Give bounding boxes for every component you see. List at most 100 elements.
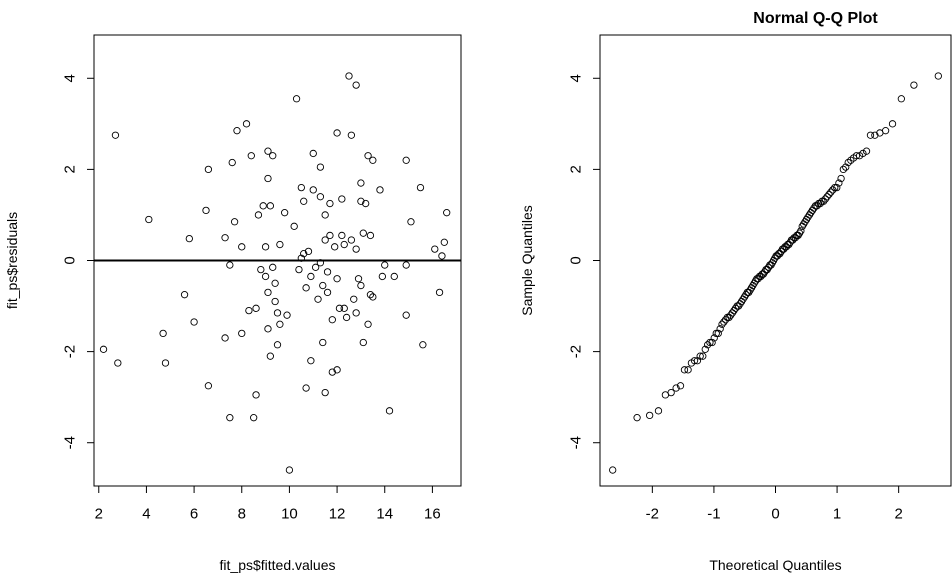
- data-point: [314, 295, 322, 303]
- data-point: [680, 366, 689, 374]
- data-point: [407, 218, 415, 226]
- data-point: [350, 295, 358, 303]
- data-point: [706, 338, 714, 347]
- data-point: [633, 414, 641, 422]
- data-point: [338, 231, 346, 240]
- data-point: [443, 209, 451, 217]
- data-point: [328, 368, 336, 376]
- data-point: [819, 197, 828, 205]
- residual-y-axis-label: fit_ps$residuals: [4, 212, 20, 309]
- y-tick-label: 0: [62, 256, 79, 264]
- x-tick-label: 8: [238, 506, 246, 523]
- x-tick-label: 16: [424, 506, 441, 523]
- x-tick-label: -2: [646, 506, 659, 523]
- data-point: [309, 149, 317, 158]
- data-point: [739, 295, 747, 303]
- data-point: [646, 411, 654, 420]
- data-point: [800, 220, 808, 228]
- data-point: [283, 311, 291, 319]
- x-tick-label: 4: [142, 506, 150, 523]
- data-point: [269, 263, 277, 271]
- residual-y-axis: -4 -2 0 2 4: [62, 74, 94, 449]
- data-point: [111, 131, 120, 139]
- qq-x-axis: -2 -1 0 1 2: [646, 486, 903, 523]
- data-point: [690, 357, 699, 365]
- data-point: [114, 359, 122, 367]
- data-point: [805, 211, 814, 219]
- x-tick-label: 10: [281, 506, 298, 523]
- data-point: [716, 325, 724, 333]
- data-point: [297, 254, 305, 262]
- data-point: [676, 382, 685, 390]
- data-point: [264, 147, 272, 155]
- data-point: [435, 288, 444, 297]
- data-point: [204, 382, 213, 390]
- data-point: [338, 195, 346, 203]
- data-point: [881, 127, 890, 135]
- data-point: [720, 318, 728, 326]
- data-point: [333, 366, 341, 374]
- data-point: [335, 304, 344, 312]
- y-tick-label: -4: [568, 436, 585, 449]
- data-point: [364, 152, 372, 160]
- data-point: [247, 152, 255, 160]
- data-point: [797, 227, 805, 235]
- data-point: [271, 279, 279, 287]
- data-point: [871, 131, 879, 139]
- data-point: [266, 202, 275, 210]
- data-point: [290, 222, 298, 230]
- data-point: [285, 466, 294, 474]
- data-point: [323, 288, 332, 297]
- data-point: [862, 147, 871, 155]
- data-point: [866, 131, 875, 139]
- data-point: [821, 195, 830, 203]
- data-point: [226, 261, 234, 269]
- data-point: [897, 95, 905, 103]
- data-point: [228, 158, 236, 167]
- data-point: [273, 309, 282, 317]
- data-point: [302, 384, 310, 392]
- data-point: [321, 236, 329, 244]
- data-point: [802, 215, 811, 224]
- data-point: [204, 165, 213, 174]
- y-tick-label: -2: [568, 345, 585, 358]
- data-point: [831, 183, 839, 192]
- data-point: [326, 199, 334, 208]
- data-point: [257, 265, 265, 274]
- residual-x-axis-label: fit_ps$fitted.values: [220, 557, 336, 573]
- data-point: [345, 72, 353, 80]
- data-point: [328, 316, 336, 324]
- data-point: [910, 81, 918, 89]
- data-point: [827, 188, 835, 196]
- data-point: [264, 174, 272, 183]
- data-point: [304, 247, 313, 256]
- data-point: [245, 306, 253, 315]
- data-point: [261, 272, 270, 281]
- data-point: [300, 250, 308, 258]
- data-point: [99, 345, 108, 353]
- data-point: [300, 197, 308, 205]
- data-point: [804, 213, 812, 221]
- data-point: [431, 245, 439, 253]
- data-point: [654, 407, 663, 415]
- data-point: [402, 156, 410, 164]
- data-point: [266, 352, 275, 360]
- data-point: [242, 120, 251, 128]
- data-point: [180, 291, 189, 299]
- data-point: [696, 352, 704, 360]
- data-point: [609, 466, 617, 474]
- x-tick-label: 6: [190, 506, 198, 523]
- data-point: [416, 183, 425, 192]
- data-point: [712, 329, 720, 338]
- data-point: [708, 338, 716, 347]
- data-point: [366, 231, 375, 240]
- y-tick-label: 4: [568, 74, 585, 82]
- data-point: [311, 263, 320, 271]
- data-point: [261, 243, 270, 251]
- data-point: [302, 284, 310, 292]
- data-point: [357, 281, 365, 290]
- x-tick-label: -1: [707, 506, 720, 523]
- x-tick-label: 2: [95, 506, 103, 523]
- data-point: [369, 293, 377, 301]
- data-point: [362, 199, 370, 208]
